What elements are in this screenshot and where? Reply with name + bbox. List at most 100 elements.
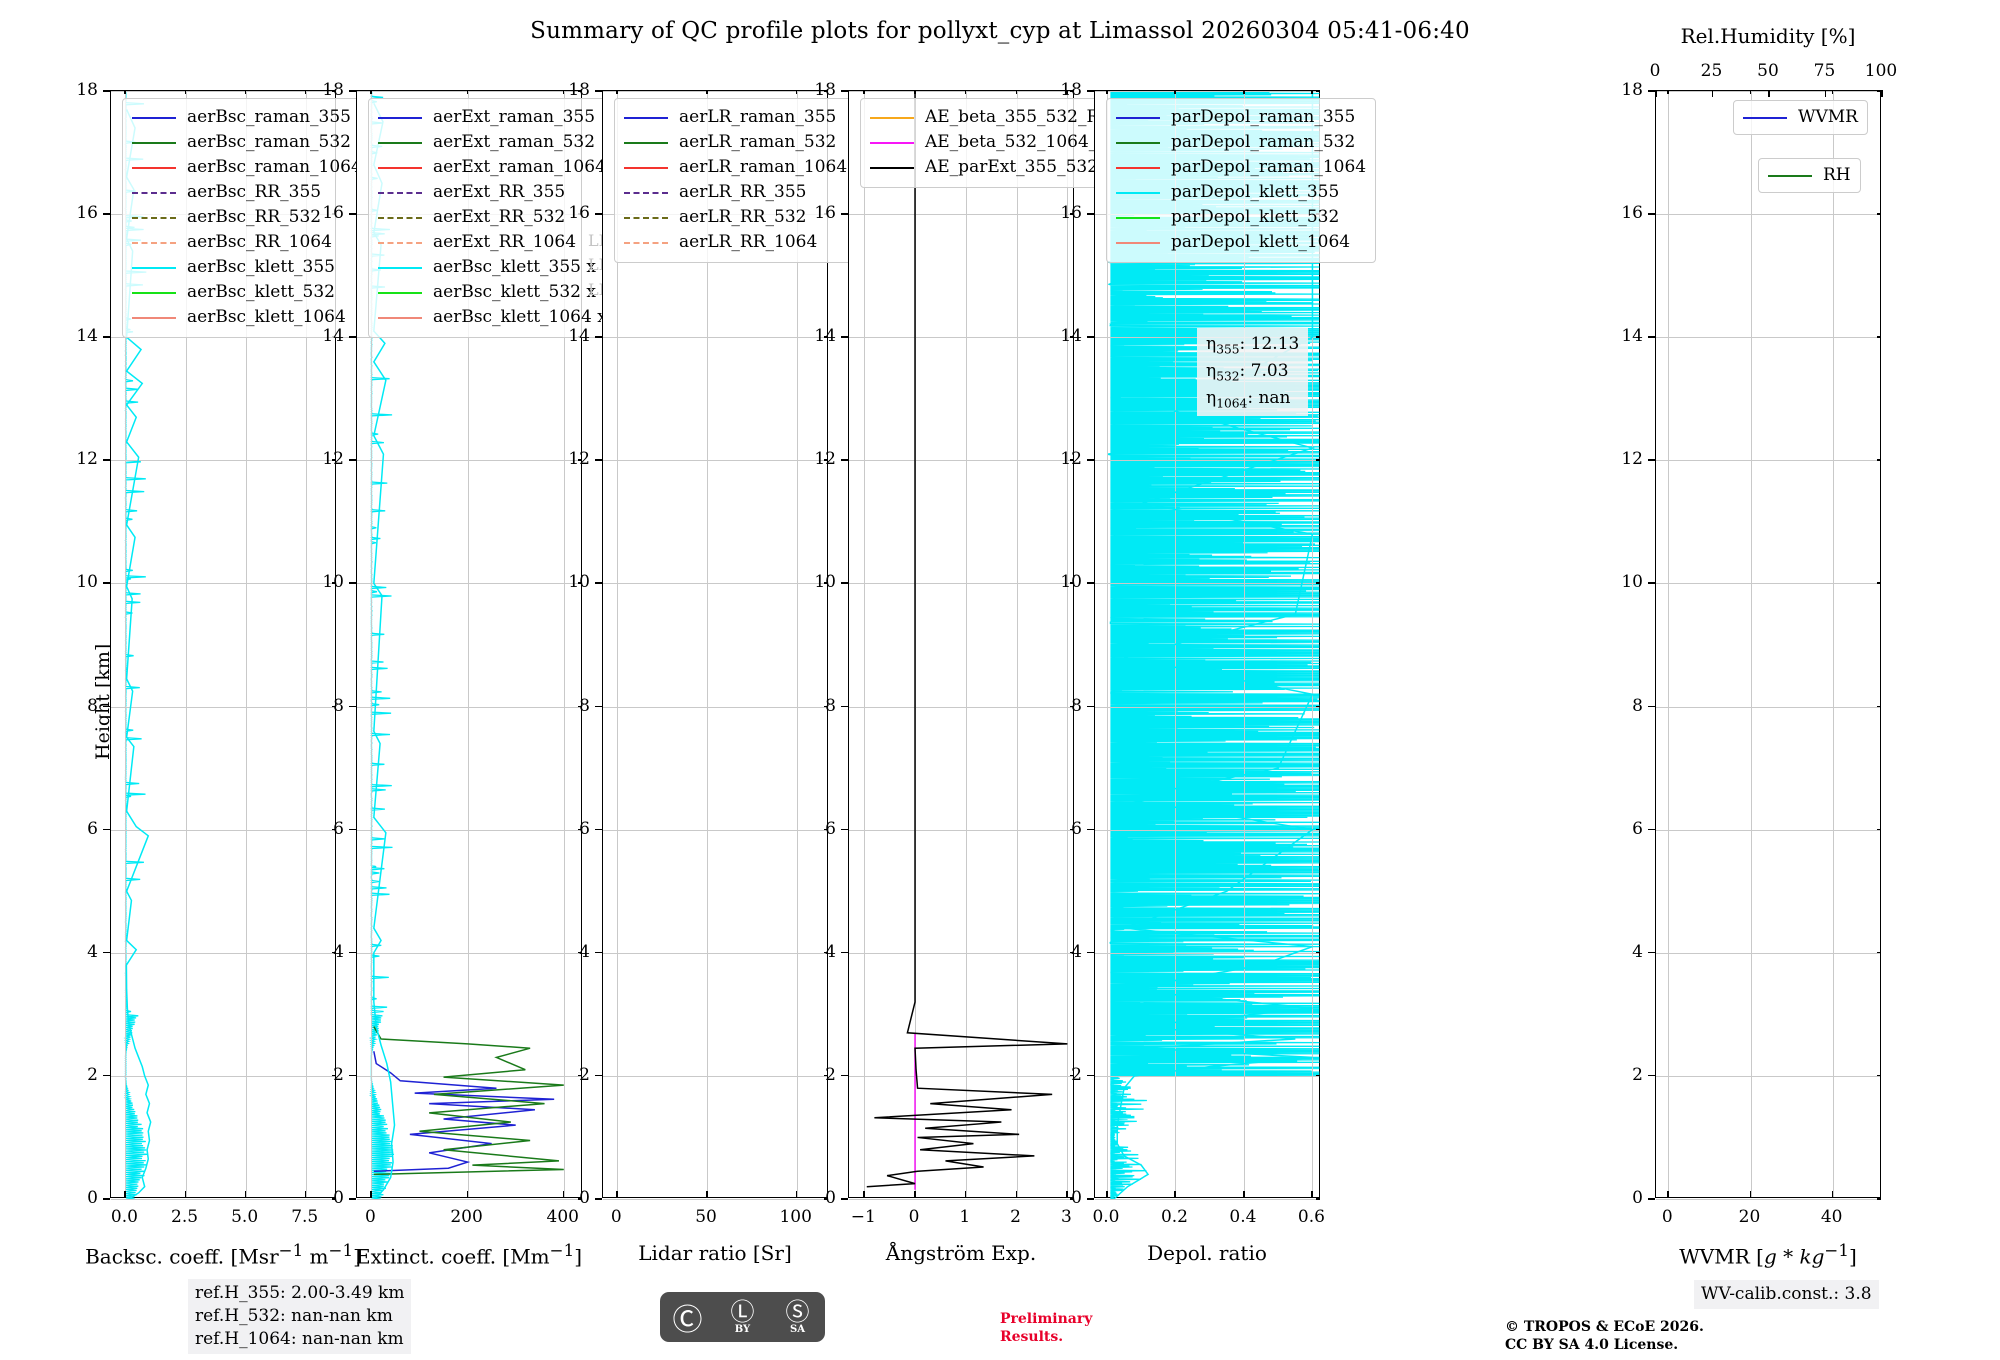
- legend-item[interactable]: AE_beta_355_532_Raman: [870, 105, 1167, 130]
- grid-line-horizontal: [603, 91, 827, 92]
- legend-item[interactable]: aerBsc_klett_1064 x LR: [378, 305, 636, 330]
- grid-line-horizontal: [111, 1199, 335, 1200]
- legend-rh[interactable]: RH: [1758, 158, 1861, 193]
- legend-label: parDepol_raman_1064: [1171, 157, 1367, 177]
- grid-line-horizontal: [849, 829, 1073, 831]
- x-tick: [370, 1191, 373, 1198]
- x-axis-title-lidar_ratio: Lidar ratio [Sr]: [638, 1241, 792, 1265]
- y-tick: [1087, 336, 1094, 338]
- y-tick-label: 4: [825, 941, 836, 962]
- top-x-tick-label: 0: [1649, 61, 1661, 81]
- y-tick-label: 14: [1621, 326, 1643, 347]
- legend-depolarization[interactable]: parDepol_raman_355 parDepol_raman_532 parD…: [1106, 98, 1377, 263]
- y-tick-right-mirror: [332, 582, 336, 585]
- legend-label: aerExt_RR_355: [433, 182, 566, 202]
- grid-line-horizontal: [357, 829, 581, 831]
- legend-item[interactable]: aerExt_raman_532: [378, 130, 636, 155]
- legend-label: aerBsc_RR_1064: [187, 232, 332, 252]
- x-tick-top-mirror: [304, 90, 307, 94]
- legend-item[interactable]: parDepol_raman_532: [1116, 130, 1366, 155]
- legend-item[interactable]: aerBsc_klett_532 x LR: [378, 280, 636, 305]
- y-tick-right-mirror: [578, 951, 582, 954]
- legend-swatch-icon: [624, 191, 668, 194]
- legend-swatch-icon: [378, 216, 422, 219]
- legend-label: aerBsc_klett_532 x LR: [433, 282, 626, 302]
- y-tick-right-mirror: [578, 582, 582, 585]
- legend-item[interactable]: aerBsc_klett_355: [132, 255, 362, 280]
- y-tick-label: 10: [322, 572, 344, 593]
- y-tick-label: 4: [333, 941, 344, 962]
- legend-item[interactable]: aerBsc_RR_532: [132, 205, 362, 230]
- grid-line-vertical: [1668, 91, 1670, 1197]
- legend-item[interactable]: aerBsc_raman_1064: [132, 155, 362, 180]
- legend-item[interactable]: aerExt_RR_355: [378, 180, 636, 205]
- legend-item[interactable]: aerBsc_klett_1064: [132, 305, 362, 330]
- y-tick: [595, 951, 602, 954]
- legend-label: parDepol_raman_355: [1171, 107, 1356, 127]
- legend-item[interactable]: parDepol_klett_1064: [1116, 230, 1366, 255]
- y-tick-label: 6: [579, 818, 590, 839]
- legend-item[interactable]: parDepol_klett_355: [1116, 180, 1366, 205]
- legend-item[interactable]: aerLR_RR_355: [624, 180, 847, 205]
- legend-item[interactable]: aerExt_raman_1064: [378, 155, 636, 180]
- legend-item[interactable]: aerLR_raman_532: [624, 130, 847, 155]
- grid-line-vertical: [305, 91, 307, 1197]
- y-tick-right-mirror: [1070, 213, 1074, 215]
- legend-wvmr[interactable]: WVMR: [1733, 100, 1868, 135]
- legend-item[interactable]: WVMR: [1743, 105, 1858, 130]
- legend-item[interactable]: aerLR_RR_532: [624, 205, 847, 230]
- y-tick: [349, 90, 356, 92]
- y-tick-label: 8: [1632, 695, 1643, 716]
- legend-item[interactable]: aerBsc_RR_1064: [132, 230, 362, 255]
- series-parDepol_klett_355: [1113, 91, 1316, 1199]
- legend-item[interactable]: parDepol_raman_1064: [1116, 155, 1366, 180]
- y-tick: [103, 705, 110, 708]
- grid-line-horizontal: [603, 337, 827, 339]
- legend-item[interactable]: aerExt_RR_532: [378, 205, 636, 230]
- x-axis-title-backscatter: Backsc. coeff. [Msr−1 m−1]: [85, 1241, 361, 1269]
- y-tick: [595, 213, 602, 215]
- y-tick: [1087, 582, 1094, 585]
- legend-item[interactable]: aerBsc_klett_355 x LR: [378, 255, 636, 280]
- legend-lidar_ratio[interactable]: aerLR_raman_355 aerLR_raman_532 aerLR_rama…: [614, 98, 858, 263]
- y-tick-label: 16: [1060, 203, 1082, 224]
- legend-item[interactable]: aerLR_raman_1064: [624, 155, 847, 180]
- legend-item[interactable]: parDepol_klett_532: [1116, 205, 1366, 230]
- legend-item[interactable]: aerBsc_raman_532: [132, 130, 362, 155]
- legend-swatch-icon: [624, 166, 668, 169]
- grid-line-horizontal: [849, 337, 1073, 339]
- top-x-tick: [1711, 90, 1714, 97]
- legend-label: AE_beta_355_532_Raman: [925, 107, 1148, 127]
- eta-value: η532: 7.03: [1206, 360, 1289, 384]
- y-tick-label: 0: [87, 1188, 98, 1208]
- legend-item[interactable]: aerBsc_RR_355: [132, 180, 362, 205]
- legend-extinction[interactable]: aerExt_raman_355 aerExt_raman_532 aerExt_r…: [368, 98, 647, 338]
- y-tick-label: 14: [568, 326, 590, 347]
- legend-item[interactable]: aerBsc_raman_355: [132, 105, 362, 130]
- legend-item[interactable]: RH: [1768, 163, 1851, 188]
- grid-line-horizontal: [111, 829, 335, 831]
- legend-item[interactable]: parDepol_raman_355: [1116, 105, 1366, 130]
- y-tick-label: 0: [1632, 1188, 1643, 1208]
- top-x-tick-label: 25: [1700, 61, 1723, 81]
- legend-swatch-icon: [132, 241, 176, 244]
- legend-swatch-icon: [1116, 191, 1160, 194]
- page-title: Summary of QC profile plots for pollyxt_…: [530, 18, 1470, 44]
- grid-line-vertical: [1832, 91, 1834, 1197]
- y-tick: [841, 213, 848, 215]
- legend-backscatter[interactable]: aerBsc_raman_355 aerBsc_raman_532 aerBsc_r…: [122, 98, 372, 338]
- x-tick-label: 200: [450, 1207, 483, 1227]
- legend-item[interactable]: aerExt_raman_355: [378, 105, 636, 130]
- grid-line-vertical: [371, 91, 373, 1197]
- grid-line-horizontal: [111, 1075, 335, 1077]
- grid-line-horizontal: [849, 1199, 1073, 1200]
- legend-item[interactable]: aerLR_RR_1064: [624, 230, 847, 255]
- x-tick: [1242, 1191, 1245, 1198]
- y-tick-right-mirror: [1877, 582, 1881, 585]
- y-tick-right-mirror: [332, 1198, 336, 1200]
- x-tick: [706, 1191, 708, 1198]
- legend-item[interactable]: aerExt_RR_1064: [378, 230, 636, 255]
- legend-item[interactable]: aerBsc_klett_532: [132, 280, 362, 305]
- legend-item[interactable]: aerLR_raman_355: [624, 105, 847, 130]
- x-tick-top-mirror: [1311, 90, 1314, 94]
